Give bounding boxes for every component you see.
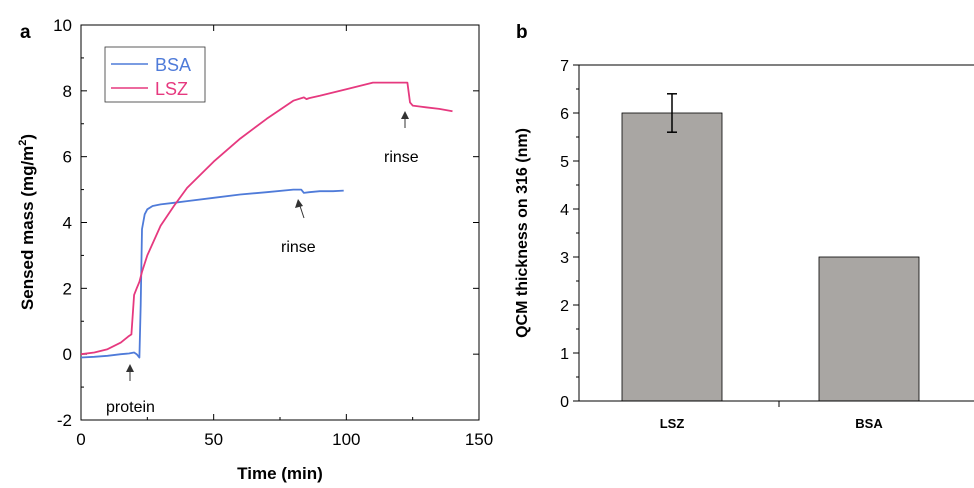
legend-label-bsa: BSA (155, 55, 191, 75)
annotation-label: rinse (281, 239, 316, 256)
y-tick-label-b: 0 (560, 394, 569, 411)
x-tick-label-a: 100 (332, 430, 360, 449)
y-tick-label-b: 6 (560, 106, 569, 123)
annotation-label: rinse (384, 149, 419, 166)
x-tick-label-a: 50 (204, 430, 223, 449)
bar-chart: LSZ BSA 0 1 2 3 4 5 6 7 QCM thickness on 316 (nm… (514, 58, 974, 431)
arrow-head-icon (126, 364, 134, 372)
y-axis-label-main: Sensed mass (mg/m (18, 146, 37, 310)
category-label: BSA (855, 416, 883, 431)
bars-b: LSZ BSA (621, 93, 920, 431)
bar-lsz (621, 112, 723, 402)
annotation-rinse-lsz: rinse (384, 111, 419, 166)
y-axis-label-b: QCM thickness on 316 (nm) (514, 128, 531, 338)
data-lines-a (80, 81, 453, 359)
legend-box (104, 46, 206, 103)
y-axis-label-a: Sensed mass (mg/m2) (17, 134, 37, 310)
legend-label-lsz: LSZ (155, 79, 188, 99)
category-label: LSZ (660, 416, 685, 431)
series-line-lsz (80, 81, 453, 356)
arrow-head-icon (401, 111, 409, 119)
y-tick-label-a: 2 (63, 279, 72, 298)
y-tick-label-a: 0 (63, 345, 72, 364)
y-tick-label-b: 1 (560, 346, 569, 363)
bar-bsa (818, 256, 920, 402)
annotation-protein: protein (106, 364, 155, 416)
y-tick-label-b: 5 (560, 154, 569, 171)
y-tick-label-a: -2 (57, 411, 72, 430)
y-tick-label-b: 4 (560, 202, 569, 219)
axes-b (578, 64, 974, 402)
panel-b-letter: b (516, 22, 528, 43)
y-tick-label-a: 10 (53, 16, 72, 35)
legend-a: BSA LSZ (104, 46, 206, 103)
axis-ticks-b: 0 1 2 3 4 5 6 7 (560, 58, 579, 411)
y-tick-label-a: 4 (63, 214, 72, 233)
y-tick-label-b: 2 (560, 298, 569, 315)
panel-a-letter: a (20, 22, 31, 43)
x-axis-label-a: Time (min) (237, 464, 323, 483)
arrow-shaft (299, 205, 305, 219)
x-tick-label-a: 150 (465, 430, 493, 449)
y-axis-label-sup: 2 (17, 140, 29, 146)
annotation-rinse-bsa: rinse (281, 199, 316, 256)
y-tick-label-b: 7 (560, 58, 569, 75)
y-tick-label-a: 6 (63, 148, 72, 167)
y-tick-label-a: 8 (63, 82, 72, 101)
series-line-bsa (80, 188, 344, 359)
arrow-head-icon (295, 199, 303, 208)
x-tick-label-a: 0 (76, 430, 85, 449)
y-tick-label-b: 3 (560, 250, 569, 267)
annotation-label: protein (106, 399, 155, 416)
y-axis-label-close: ) (18, 134, 37, 140)
